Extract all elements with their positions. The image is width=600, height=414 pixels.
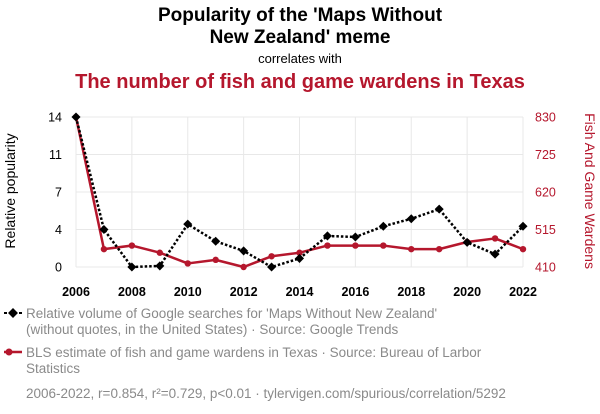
point-wardens — [352, 242, 359, 249]
y-left-tick-label: 0 — [55, 261, 62, 275]
x-tick-label: 2016 — [341, 285, 369, 299]
legend-marker-searches — [8, 308, 18, 318]
point-searches — [350, 232, 360, 242]
point-wardens — [380, 242, 387, 249]
legend-label-searches-line2: (without quotes, in the United States) ·… — [26, 322, 398, 337]
point-wardens — [128, 242, 136, 249]
chart-title-line2: New Zealand' meme — [210, 27, 391, 48]
point-searches — [99, 224, 109, 235]
point-wardens — [156, 249, 164, 256]
x-tick-label: 2006 — [62, 285, 90, 299]
point-wardens — [100, 245, 108, 253]
y-axis-label-left: Relative popularity — [2, 133, 18, 248]
y-left-tick-label: 4 — [55, 223, 62, 237]
point-wardens — [184, 260, 191, 267]
point-wardens — [212, 256, 219, 264]
axis-ticks: 0 4 7 11 14 410 515 620 725 830 2006 2008 2010 2012 20… — [48, 111, 556, 300]
second-title: The number of fish and game wardens in T… — [75, 71, 525, 93]
point-searches — [155, 261, 165, 271]
legend-item-wardens: BLS estimate of fish and game wardens in… — [4, 345, 482, 376]
point-wardens — [435, 245, 443, 253]
x-tick-label: 2022 — [509, 285, 537, 299]
y-left-tick-label: 7 — [55, 186, 62, 200]
point-wardens — [519, 245, 527, 253]
point-searches — [434, 204, 444, 214]
x-tick-label: 2020 — [453, 285, 481, 299]
chart-title-line1: Popularity of the 'Maps Without — [158, 5, 443, 26]
y-left-tick-label: 14 — [48, 111, 62, 125]
y-left-tick-label: 11 — [49, 148, 62, 162]
point-wardens — [491, 235, 499, 242]
connector-text: correlates with — [258, 51, 342, 66]
y-right-tick-label: 515 — [535, 223, 556, 237]
y-right-tick-label: 620 — [535, 186, 556, 200]
point-searches — [127, 262, 137, 272]
point-wardens — [296, 249, 303, 256]
point-searches — [183, 219, 193, 229]
x-tick-label: 2018 — [397, 285, 425, 299]
y-right-tick-label: 410 — [535, 261, 556, 275]
legend-item-searches: Relative volume of Google searches for '… — [4, 306, 437, 337]
point-searches — [71, 112, 81, 122]
x-tick-label: 2008 — [118, 285, 146, 299]
y-right-tick-label: 830 — [535, 111, 556, 125]
x-tick-label: 2012 — [230, 285, 258, 299]
legend-label-wardens-line1: BLS estimate of fish and game wardens in… — [26, 345, 482, 360]
x-tick-label: 2010 — [174, 285, 202, 299]
point-searches — [490, 249, 500, 259]
point-searches — [406, 214, 416, 224]
y-axis-label-right: Fish And Game Wardens — [582, 113, 598, 269]
legend-marker-wardens — [5, 348, 13, 356]
point-wardens — [268, 253, 275, 260]
legend-label-wardens-line2: Statistics — [26, 361, 80, 376]
legend-label-searches-line1: Relative volume of Google searches for '… — [26, 306, 437, 321]
y-right-tick-label: 725 — [535, 148, 556, 162]
point-wardens — [408, 245, 415, 253]
legend: Relative volume of Google searches for '… — [4, 306, 482, 376]
point-wardens — [240, 263, 247, 271]
series-layer — [71, 112, 528, 272]
point-searches — [211, 236, 221, 246]
point-searches — [239, 246, 249, 256]
point-wardens — [324, 242, 331, 249]
grid-lines — [75, 116, 524, 268]
point-searches — [267, 262, 277, 272]
x-tick-label: 2014 — [286, 285, 314, 299]
footer-source: 2006-2022, r=0.854, r²=0.729, p<0.01 · t… — [26, 386, 506, 401]
